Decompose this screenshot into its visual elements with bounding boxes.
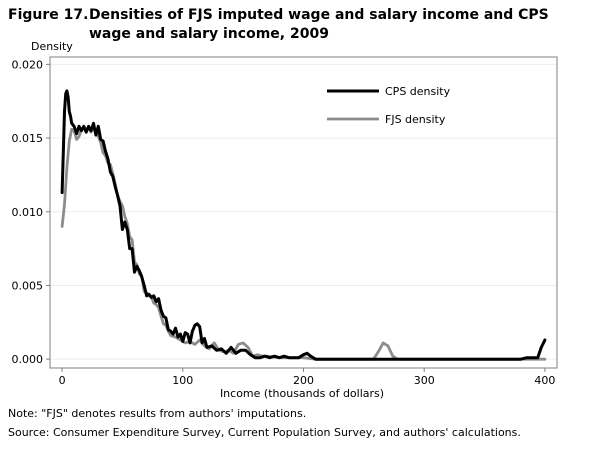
source-text: Source: Consumer Expenditure Survey, Cur… — [8, 426, 521, 439]
cps-density-line — [60, 89, 547, 361]
y-tick-label: 0.000 — [12, 353, 44, 366]
note-text: Note: "FJS" denotes results from authors… — [8, 407, 307, 420]
x-tick-label: 200 — [293, 374, 314, 387]
y-tick-label: 0.005 — [12, 279, 44, 292]
x-tick-label: 0 — [59, 374, 66, 387]
y-axis-label: Density — [31, 40, 73, 53]
legend-label-fjs: FJS density — [385, 113, 446, 126]
plot-area — [49, 56, 558, 369]
x-tick-label: 400 — [534, 374, 555, 387]
figure-label: Figure 17. — [8, 7, 89, 23]
fjs-density-line — [60, 126, 547, 361]
series-lines — [60, 89, 547, 361]
gridlines — [50, 63, 557, 360]
x-tick-label: 300 — [414, 374, 435, 387]
figure-title-text: Densities of FJS imputed wage and salary… — [89, 7, 549, 42]
y-tick-label: 0.020 — [12, 58, 44, 71]
y-tick-label: 0.010 — [12, 206, 44, 219]
x-axis-label: Income (thousands of dollars) — [220, 387, 384, 400]
x-tick-label: 100 — [172, 374, 193, 387]
legend: CPS density FJS density — [327, 85, 451, 126]
y-tick-label: 0.015 — [12, 132, 44, 145]
axis-ticks: 0.000 0.005 0.010 0.015 0.020 0 100 200 300 400 — [12, 58, 556, 387]
legend-label-cps: CPS density — [385, 85, 451, 98]
